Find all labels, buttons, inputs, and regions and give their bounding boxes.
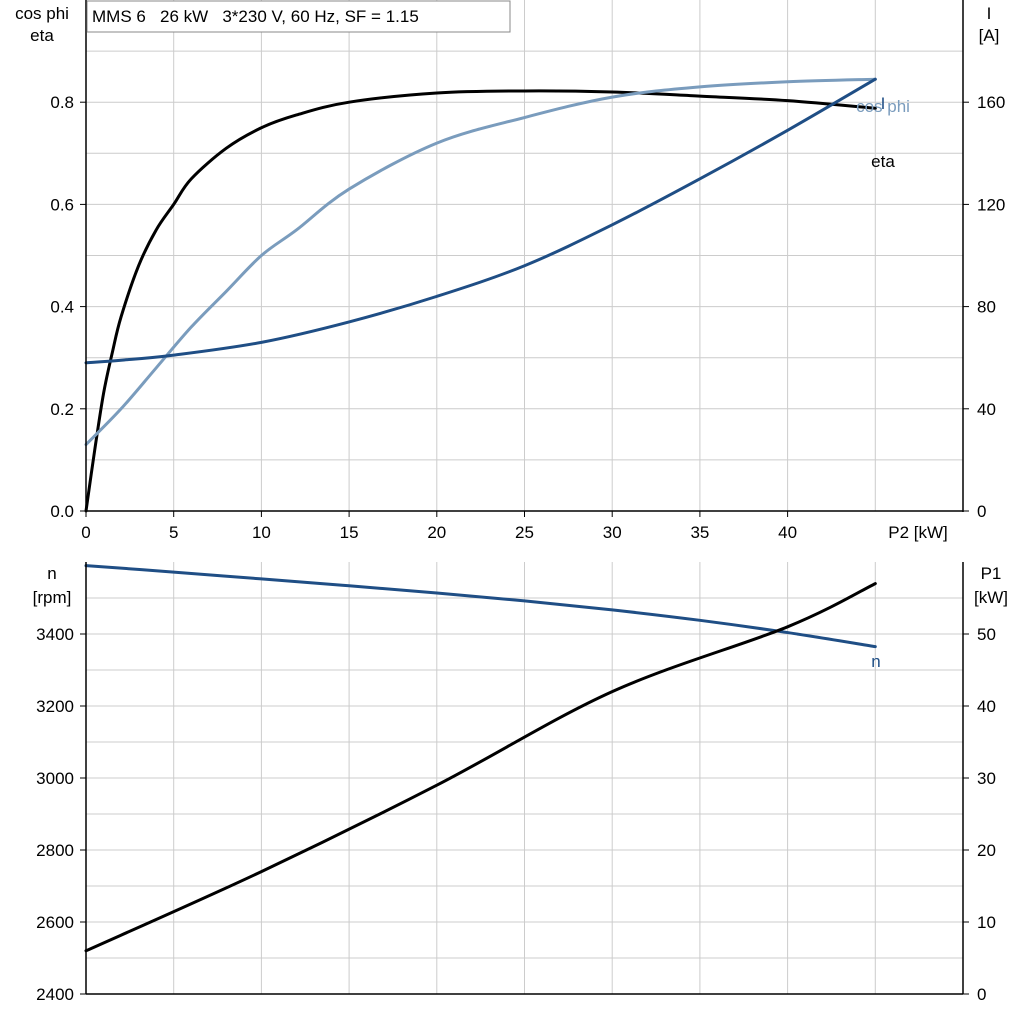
- top-series-group: [84, 77, 877, 513]
- top-right-tick-label: 0: [977, 502, 986, 521]
- top-left-tick-label: 0.8: [50, 93, 74, 112]
- top-x-tick-label: 40: [778, 523, 797, 542]
- chart-title: MMS 6 26 kW 3*230 V, 60 Hz, SF = 1.15: [92, 7, 419, 26]
- bottom-left-tick-label: 2600: [36, 913, 74, 932]
- chart-title-box: [86, 0, 511, 33]
- top-x-tick-label: 0: [81, 523, 90, 542]
- top-left-tick-label: 0.2: [50, 400, 74, 419]
- bottom-right-tick-label: 10: [977, 913, 996, 932]
- bottom-left-tick-label: 3200: [36, 697, 74, 716]
- top-right-tick-label: 80: [977, 298, 996, 317]
- top-xlabel: P2 [kW]: [888, 523, 948, 542]
- series-label-current: I: [881, 94, 886, 113]
- top-x-tick-label: 20: [427, 523, 446, 542]
- top-x-tick-label: 25: [515, 523, 534, 542]
- i-curve: [84, 77, 877, 365]
- bottom-right-ylabel-p1: P1: [981, 564, 1002, 583]
- bottom-right-tick-label: 40: [977, 697, 996, 716]
- bottom-left-tick-label: 3400: [36, 625, 74, 644]
- series-label-n: n: [871, 652, 880, 671]
- top-x-tick-label: 5: [169, 523, 178, 542]
- bottom-tick-labels: 2400 2600 2800 3000 3200 3400 0 10 20 30 40 50: [36, 625, 996, 1004]
- bottom-left-ylabel-n: n: [47, 564, 56, 583]
- top-left-tick-label: 0.4: [50, 298, 74, 317]
- cos-phi-curve: [84, 77, 877, 447]
- top-left-ylabel-eta: eta: [30, 26, 54, 45]
- top-right-tick-label: 40: [977, 400, 996, 419]
- bottom-right-tick-label: 50: [977, 625, 996, 644]
- series-label-eta: eta: [871, 152, 895, 171]
- top-x-tick-label: 15: [340, 523, 359, 542]
- bottom-right-tick-label: 0: [977, 985, 986, 1004]
- bottom-left-tick-label: 2800: [36, 841, 74, 860]
- top-right-tick-label: 160: [977, 93, 1005, 112]
- bottom-grid: [86, 562, 963, 994]
- bottom-right-ylabel-unit: [kW]: [974, 588, 1008, 607]
- bottom-left-tick-label: 3000: [36, 769, 74, 788]
- top-right-tick-label: 120: [977, 195, 1005, 214]
- top-left-ylabel-cosphi: cos phi: [15, 4, 69, 23]
- bottom-right-tick-label: 30: [977, 769, 996, 788]
- top-right-ylabel-unit: [A]: [979, 26, 1000, 45]
- top-tick-labels: 0.0 0.2 0.4 0.6 0.8 0 40 80 120 160 0 5 10 15 20 25 30 35…: [50, 93, 1005, 542]
- series-label-cosphi: cos phi: [856, 97, 910, 116]
- n-curve: [84, 564, 877, 649]
- top-x-tick-label: 10: [252, 523, 271, 542]
- top-left-tick-label: 0.0: [50, 502, 74, 521]
- bottom-right-tick-label: 20: [977, 841, 996, 860]
- p1-curve: [84, 582, 877, 953]
- bottom-left-tick-label: 2400: [36, 985, 74, 1004]
- bottom-left-ylabel-unit: [rpm]: [33, 588, 72, 607]
- top-left-tick-label: 0.6: [50, 195, 74, 214]
- top-right-ylabel-current: I: [987, 4, 992, 23]
- top-x-tick-label: 35: [690, 523, 709, 542]
- bottom-series-group: [84, 564, 877, 953]
- top-x-tick-label: 30: [603, 523, 622, 542]
